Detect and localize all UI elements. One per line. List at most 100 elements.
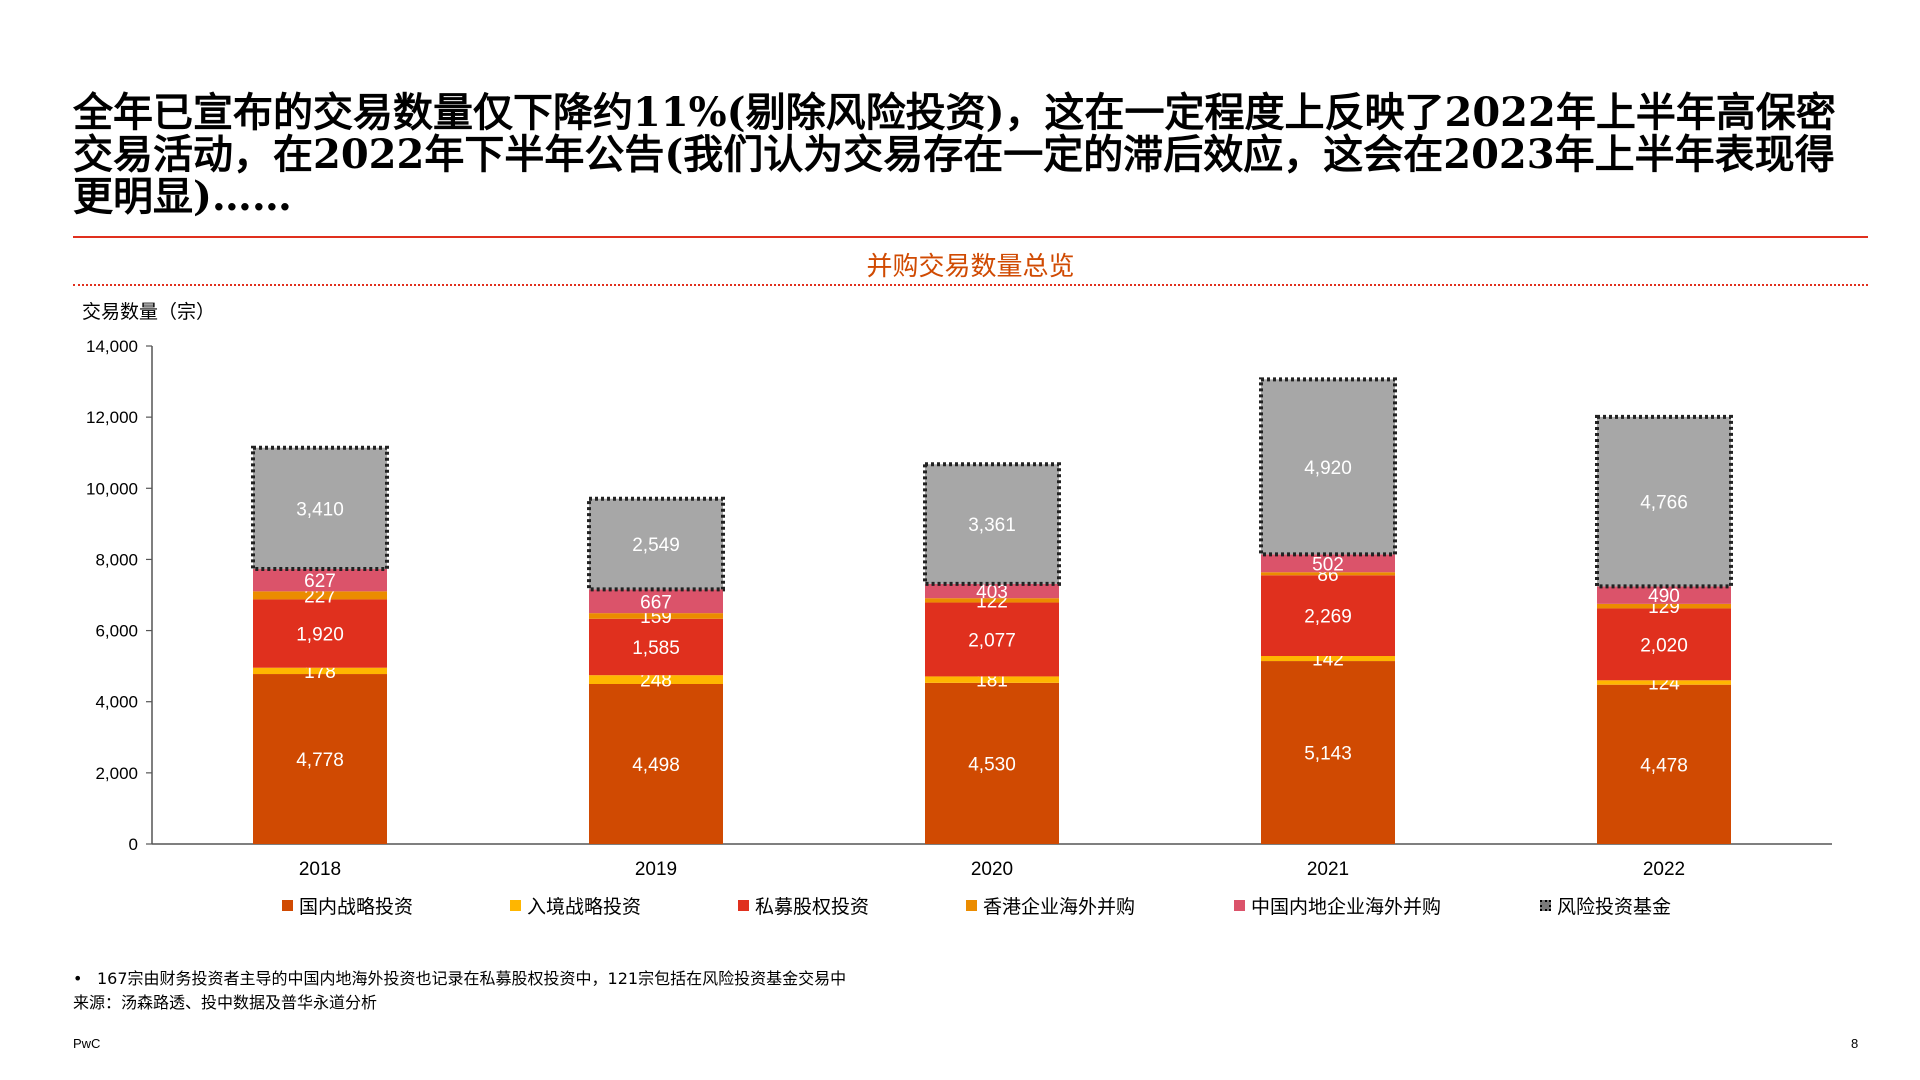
x-tick-label: 2020 (971, 859, 1013, 880)
source-note: 来源：汤森路透、投中数据及普华永道分析 (73, 993, 378, 1012)
data-label: 3,410 (296, 499, 344, 520)
bar-segment-outline (1259, 377, 1397, 557)
bar-segment (1261, 572, 1395, 576)
legend-swatch-pe (738, 900, 749, 911)
data-label: 502 (1312, 554, 1344, 575)
bar-segment (253, 569, 387, 592)
y-tick-label: 8,000 (95, 550, 138, 569)
x-tick-label: 2021 (1307, 859, 1349, 880)
data-label: 2,269 (1304, 607, 1352, 628)
legend-item-hk: 香港企业海外并购 (966, 892, 1135, 919)
bar-segment-outline (251, 445, 389, 572)
bar-segment (925, 676, 1059, 683)
bar-segment (925, 682, 1059, 844)
data-label: 227 (304, 586, 336, 607)
legend-label-hk: 香港企业海外并购 (983, 896, 1136, 918)
bar-segment (589, 675, 723, 684)
data-label: 4,766 (1640, 493, 1688, 514)
legend-label-mainland-outbound: 中国内地企业海外并购 (1251, 896, 1442, 918)
bar-segment (589, 613, 723, 619)
bar-segment (1597, 416, 1731, 587)
footnote: • 167宗由财务投资者主导的中国内地海外投资也记录在私募股权投资中，121宗包括… (73, 969, 846, 989)
legend-item-inbound: 入境战略投资 (510, 892, 641, 919)
data-label: 1,585 (632, 638, 680, 659)
legend-item-mainland-outbound: 中国内地企业海外并购 (1234, 892, 1441, 919)
bar-segment-outline (1595, 414, 1733, 589)
x-tick-label: 2019 (635, 859, 677, 880)
legend-label-vc: 风险投资基金 (1557, 896, 1672, 918)
bar-segment (589, 498, 723, 590)
legend-item-pe: 私募股权投资 (738, 892, 869, 919)
data-label: 1,920 (296, 625, 344, 646)
bar-segment (589, 589, 723, 614)
bar-segment (1261, 379, 1395, 555)
data-label: 248 (640, 671, 672, 692)
brand-label: PwC (73, 1036, 101, 1051)
bar-segment (925, 583, 1059, 599)
bar-segment (1597, 603, 1731, 609)
y-tick-label: 4,000 (95, 693, 138, 712)
y-tick-label: 14,000 (86, 337, 138, 356)
bar-segment (253, 447, 387, 570)
y-axis-title: 交易数量（宗） (82, 301, 216, 323)
legend-swatch-domestic (282, 900, 293, 911)
bar-segment (253, 599, 387, 668)
y-tick-label: 10,000 (86, 479, 138, 498)
bar-segment (925, 464, 1059, 584)
data-label: 4,498 (632, 755, 680, 776)
headline: 全年已宣布的交易数量仅下降约11%(剔除风险投资)，这在一定程度上反映了2022… (73, 89, 1836, 220)
legend-label-domestic: 国内战略投资 (299, 896, 414, 918)
legend-item-vc: 风险投资基金 (1540, 892, 1671, 919)
data-label: 627 (304, 571, 336, 592)
chart-legend: 国内战略投资 入境战略投资 私募股权投资 香港企业海外并购 中国内地企业海外并购… (0, 892, 1920, 922)
bar-segment (1597, 586, 1731, 604)
data-label: 3,361 (968, 515, 1016, 536)
bar-segment (925, 598, 1059, 603)
bar-segment (253, 591, 387, 600)
data-label: 4,778 (296, 750, 344, 771)
data-label: 4,530 (968, 754, 1016, 775)
chart-title: 并购交易数量总览 (866, 252, 1075, 282)
legend-label-inbound: 入境战略投资 (527, 896, 642, 918)
bar-segment-outline (587, 496, 725, 592)
data-label: 403 (976, 582, 1008, 603)
y-tick-label: 6,000 (95, 622, 138, 641)
data-label: 5,143 (1304, 744, 1352, 765)
bar-segment (253, 667, 387, 675)
legend-swatch-mainland-outbound (1234, 900, 1245, 911)
legend-swatch-vc (1540, 900, 1551, 911)
legend-swatch-inbound (510, 900, 521, 911)
bar-segment-outline (923, 462, 1061, 586)
bar-segment (1261, 656, 1395, 662)
bar-segment (253, 674, 387, 844)
data-label: 4,478 (1640, 755, 1688, 776)
y-tick-label: 2,000 (95, 764, 138, 783)
data-label: 2,020 (1640, 635, 1688, 656)
footnote-text: 167宗由财务投资者主导的中国内地海外投资也记录在私募股权投资中，121宗包括在… (97, 969, 847, 988)
data-label: 4,920 (1304, 458, 1352, 479)
header-rule (73, 236, 1868, 238)
bar-segment (1597, 680, 1731, 685)
bar-segment (589, 618, 723, 676)
legend-swatch-hk (966, 900, 977, 911)
legend-label-pe: 私募股权投资 (755, 896, 870, 918)
bar-segment (1597, 608, 1731, 681)
data-label: 2,077 (968, 630, 1016, 651)
y-tick-label: 0 (129, 835, 138, 854)
data-label: 2,549 (632, 535, 680, 556)
data-label: 667 (640, 592, 672, 613)
legend-item-domestic: 国内战略投资 (282, 892, 413, 919)
x-tick-label: 2022 (1643, 859, 1685, 880)
bar-segment (589, 683, 723, 844)
bar-segment (1597, 684, 1731, 844)
bar-segment (925, 602, 1059, 677)
footnote-bullet: • (73, 969, 83, 988)
page-number: 8 (1851, 1036, 1859, 1051)
bar-segment (1261, 575, 1395, 657)
y-tick-label: 12,000 (86, 408, 138, 427)
bar-segment (1261, 554, 1395, 573)
x-tick-label: 2018 (299, 859, 341, 880)
chart-title-rule (73, 284, 1868, 286)
bar-segment (1261, 661, 1395, 844)
